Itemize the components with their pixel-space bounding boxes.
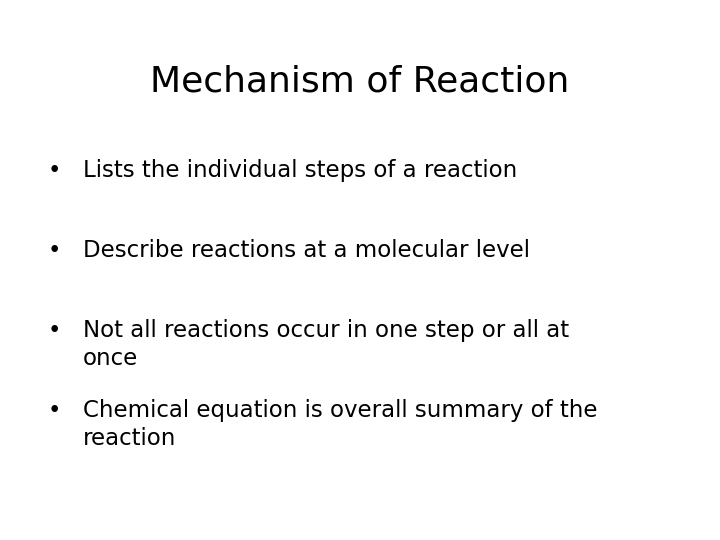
Text: Mechanism of Reaction: Mechanism of Reaction — [150, 65, 570, 99]
Text: Describe reactions at a molecular level: Describe reactions at a molecular level — [83, 239, 530, 262]
Text: Lists the individual steps of a reaction: Lists the individual steps of a reaction — [83, 159, 517, 183]
Text: •: • — [48, 399, 60, 422]
Text: Chemical equation is overall summary of the
reaction: Chemical equation is overall summary of … — [83, 399, 598, 450]
Text: •: • — [48, 319, 60, 342]
Text: •: • — [48, 239, 60, 262]
Text: •: • — [48, 159, 60, 183]
Text: Not all reactions occur in one step or all at
once: Not all reactions occur in one step or a… — [83, 319, 569, 370]
